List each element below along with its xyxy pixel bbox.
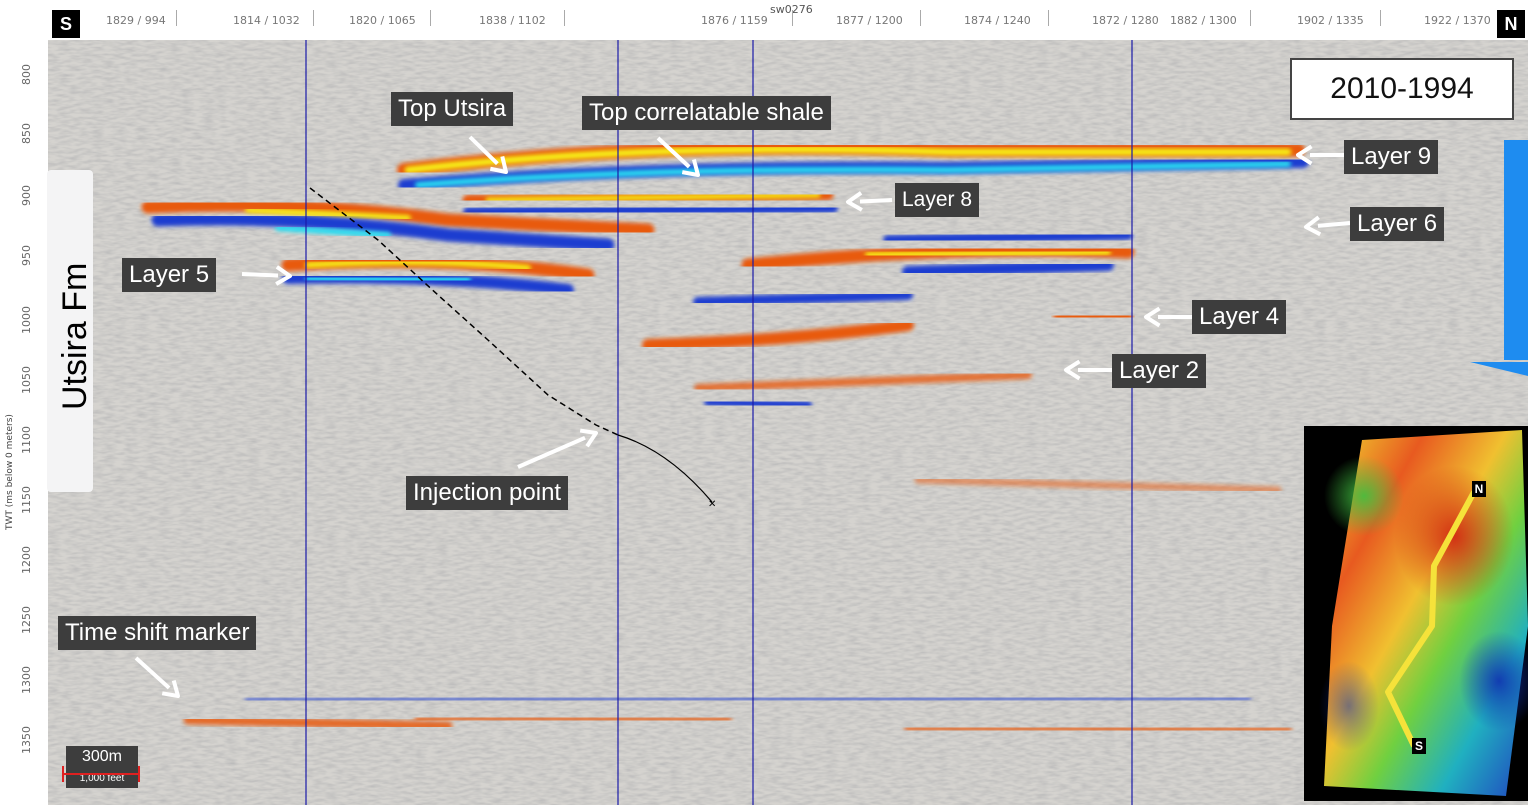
label-injection: Injection point: [406, 476, 569, 510]
arrow-icon: [656, 136, 700, 177]
y-tick-label: 1200: [20, 546, 33, 574]
north-marker: N: [1497, 10, 1525, 38]
top-tickmark: [1250, 10, 1251, 26]
left-axis: TWT (ms below 0 meters) 800 850 900 950 …: [0, 40, 48, 805]
scale-main-label: 300m: [81, 748, 123, 765]
arrow-icon: [1296, 144, 1344, 166]
top-tick-label: 1902 / 1335: [1297, 14, 1364, 27]
arrow-icon: [468, 135, 508, 174]
top-tick-label: 1882 / 1300: [1170, 14, 1237, 27]
reflector-layer4-east-orange: [1053, 311, 1133, 322]
y-tick-label: 900: [20, 185, 33, 206]
scale-sub-label: 1,000 feet: [79, 773, 125, 784]
map-surface: [1319, 430, 1528, 796]
label-layer8: Layer 8: [895, 183, 980, 217]
y-tick-label: 1000: [20, 306, 33, 334]
top-tick-label: 1877 / 1200: [836, 14, 903, 27]
map-section-line: [1385, 490, 1477, 748]
y-tick-label: 1150: [20, 486, 33, 514]
reflector-deep-orange: [183, 715, 453, 731]
y-axis-title: TWT (ms below 0 meters): [5, 414, 15, 530]
scale-cap-right: [138, 766, 140, 782]
top-axis: S sw0276 1829 / 994 1814 / 1032 1820 / 1…: [0, 0, 1528, 40]
injection-well-path: [309, 187, 619, 436]
top-tick-label: 1876 / 1159: [701, 14, 768, 27]
y-tick-label: 850: [20, 123, 33, 144]
reflector-layer7-blue: [151, 212, 615, 252]
top-tickmark: [176, 10, 177, 26]
arrow-icon: [1144, 306, 1192, 328]
map-south-marker: S: [1412, 738, 1426, 754]
top-tickmark: [1380, 10, 1381, 26]
reflector-deep-orange-2: [414, 714, 732, 724]
top-tick-label: 1874 / 1240: [964, 14, 1031, 27]
arrow-icon: [517, 428, 598, 469]
reflector-layer8-yellow: [485, 192, 821, 203]
label-layer9: Layer 9: [1344, 140, 1439, 174]
reflector-layer9-cyan: [415, 161, 1291, 188]
arrow-icon: [241, 265, 292, 286]
seismic-canvas: ✕: [48, 40, 1528, 805]
reflector-layer5-yellow: [305, 259, 531, 271]
top-tickmark: [430, 10, 431, 26]
top-tickmark: [792, 10, 793, 26]
reflector-layer4-blue: [693, 290, 913, 307]
south-marker: S: [52, 10, 80, 38]
top-tick-label: 1814 / 1032: [233, 14, 300, 27]
scale-cap-left: [62, 766, 64, 782]
label-layer4: Layer 4: [1192, 300, 1287, 334]
top-tickmark: [313, 10, 314, 26]
arrow-icon: [134, 656, 180, 698]
label-top-shale: Top correlatable shale: [582, 96, 831, 130]
scale-line: [62, 773, 140, 775]
label-layer6: Layer 6: [1350, 207, 1445, 241]
well-lines: [305, 40, 1133, 805]
reflector-layer2-blue: [704, 398, 812, 409]
label-time-shift: Time shift marker: [58, 616, 257, 650]
section-id: sw0276: [770, 3, 813, 16]
formation-tab: Utsira Fm: [47, 170, 94, 492]
title-box: 2010-1994: [1290, 58, 1514, 120]
formation-label: Utsira Fm: [56, 262, 94, 410]
injection-well-path-solid: [617, 434, 713, 503]
annotation-arrows: [134, 135, 1351, 698]
top-tick-label: 1838 / 1102: [479, 14, 546, 27]
well-end-marker: ✕: [708, 499, 716, 510]
map-north-marker: N: [1472, 481, 1486, 497]
top-tick-label: 1820 / 1065: [349, 14, 416, 27]
label-top-utsira: Top Utsira: [391, 92, 514, 126]
reflector-layer5-east-blue: [902, 259, 1114, 278]
arrow-icon: [1064, 359, 1112, 381]
reflector-layer4-orange: [642, 319, 914, 351]
label-layer5: Layer 5: [122, 258, 217, 292]
top-tickmark: [564, 10, 565, 26]
top-tick-label: 1829 / 994: [106, 14, 166, 27]
top-tick-label: 1872 / 1280: [1092, 14, 1159, 27]
reflector-deep-orange-3: [904, 724, 1292, 734]
flow-arrow-icon: [1470, 140, 1528, 376]
reflector-deep-blue: [244, 694, 1252, 704]
y-tick-label: 800: [20, 64, 33, 85]
reflector-layer6-blue: [883, 230, 1133, 245]
arrow-icon: [846, 191, 893, 212]
top-tickmark: [920, 10, 921, 26]
reflector-layer8-blue: [463, 203, 838, 217]
top-tick-label: 1922 / 1370: [1424, 14, 1491, 27]
y-tick-label: 950: [20, 245, 33, 266]
top-tickmark: [1048, 10, 1049, 26]
seismic-section: ✕: [48, 40, 1528, 805]
reflector-layer7-yellow: [245, 207, 411, 221]
y-tick-label: 1100: [20, 426, 33, 454]
scale-bar: 300m 1,000 feet: [66, 746, 138, 788]
y-tick-label: 1250: [20, 606, 33, 634]
y-tick-label: 1350: [20, 726, 33, 754]
y-tick-label: 1300: [20, 666, 33, 694]
map-inset: N S: [1304, 426, 1528, 801]
reflector-layer5-east-yellow: [865, 249, 1111, 258]
label-layer2: Layer 2: [1112, 354, 1207, 388]
reflector-layer5-cyan: [305, 275, 471, 283]
reflector-mid-orange: [914, 476, 1282, 494]
arrow-icon: [1304, 215, 1351, 237]
y-tick-label: 1050: [20, 366, 33, 394]
